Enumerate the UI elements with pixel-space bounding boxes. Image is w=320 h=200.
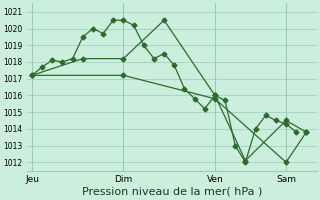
X-axis label: Pression niveau de la mer( hPa ): Pression niveau de la mer( hPa ): [82, 187, 262, 197]
